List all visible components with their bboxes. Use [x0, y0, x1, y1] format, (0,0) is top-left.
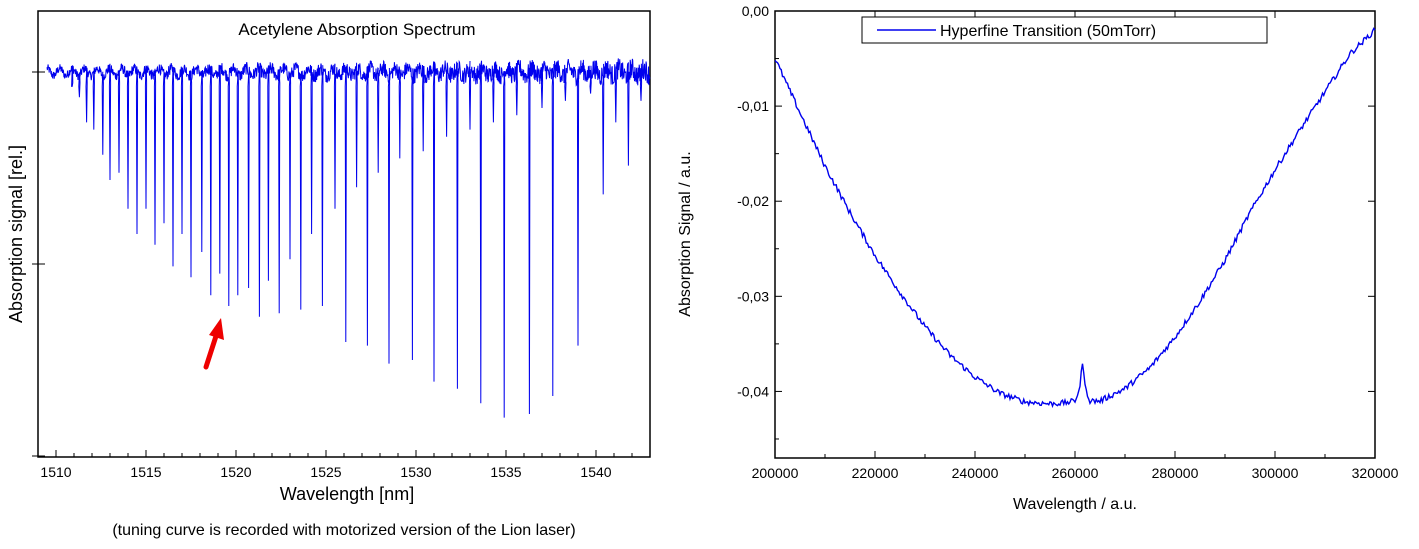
left-x-tick-label: 1530	[400, 464, 431, 480]
left-caption: (tuning curve is recorded with motorized…	[112, 522, 575, 539]
right-x-tick-label: 240000	[952, 465, 999, 481]
right-y-ticks: 0,00 -0,01 -0,02 -0,03 -0,04	[737, 3, 1375, 440]
right-x-tick-label: 220000	[852, 465, 899, 481]
left-x-tick-label: 1520	[220, 464, 251, 480]
right-y-tick-label: -0,02	[737, 193, 769, 209]
right-legend: Hyperfine Transition (50mTorr)	[861, 16, 1268, 44]
legend-label: Hyperfine Transition (50mTorr)	[940, 23, 1156, 40]
left-x-ticks: 1510 1515 1520 1525 1530 1535 1540	[37, 450, 651, 480]
right-y-tick-label: 0,00	[742, 3, 769, 19]
left-x-tick-label: 1540	[580, 464, 611, 480]
right-y-axis-label: Absorption Signal / a.u.	[677, 151, 694, 316]
right-series-line	[774, 27, 1376, 409]
right-x-tick-label: 300000	[1252, 465, 1299, 481]
right-y-tick-label: -0,01	[737, 98, 769, 114]
right-chart: 200000 220000 240000 260000 280000 300000 3200…	[677, 3, 1399, 513]
left-chart: 1510 1515 1520 1525 1530 1535 1540 Acetylene A…	[6, 10, 651, 539]
left-series-line	[46, 58, 651, 418]
left-y-axis-label: Absorption signal [rel.]	[6, 145, 26, 323]
left-x-tick-label: 1525	[310, 464, 341, 480]
red-arrow-icon	[203, 318, 224, 370]
left-y-ticks	[32, 71, 45, 457]
right-x-tick-label: 200000	[752, 465, 799, 481]
left-chart-title: Acetylene Absorption Spectrum	[238, 20, 475, 39]
left-x-tick-label: 1510	[40, 464, 71, 480]
left-x-axis-label: Wavelength [nm]	[280, 484, 414, 504]
right-x-axis-label: Wavelength / a.u.	[1013, 496, 1137, 513]
right-x-tick-label: 280000	[1152, 465, 1199, 481]
left-x-tick-label: 1515	[130, 464, 161, 480]
right-y-tick-label: -0,04	[737, 383, 769, 399]
right-x-ticks: 200000 220000 240000 260000 280000 300000 3200…	[752, 11, 1399, 481]
right-x-tick-label: 260000	[1052, 465, 1099, 481]
right-x-tick-label: 320000	[1352, 465, 1399, 481]
right-plot-frame	[774, 10, 1376, 459]
left-x-tick-label: 1535	[490, 464, 521, 480]
left-plot-frame	[37, 10, 651, 458]
right-y-tick-label: -0,03	[737, 288, 769, 304]
